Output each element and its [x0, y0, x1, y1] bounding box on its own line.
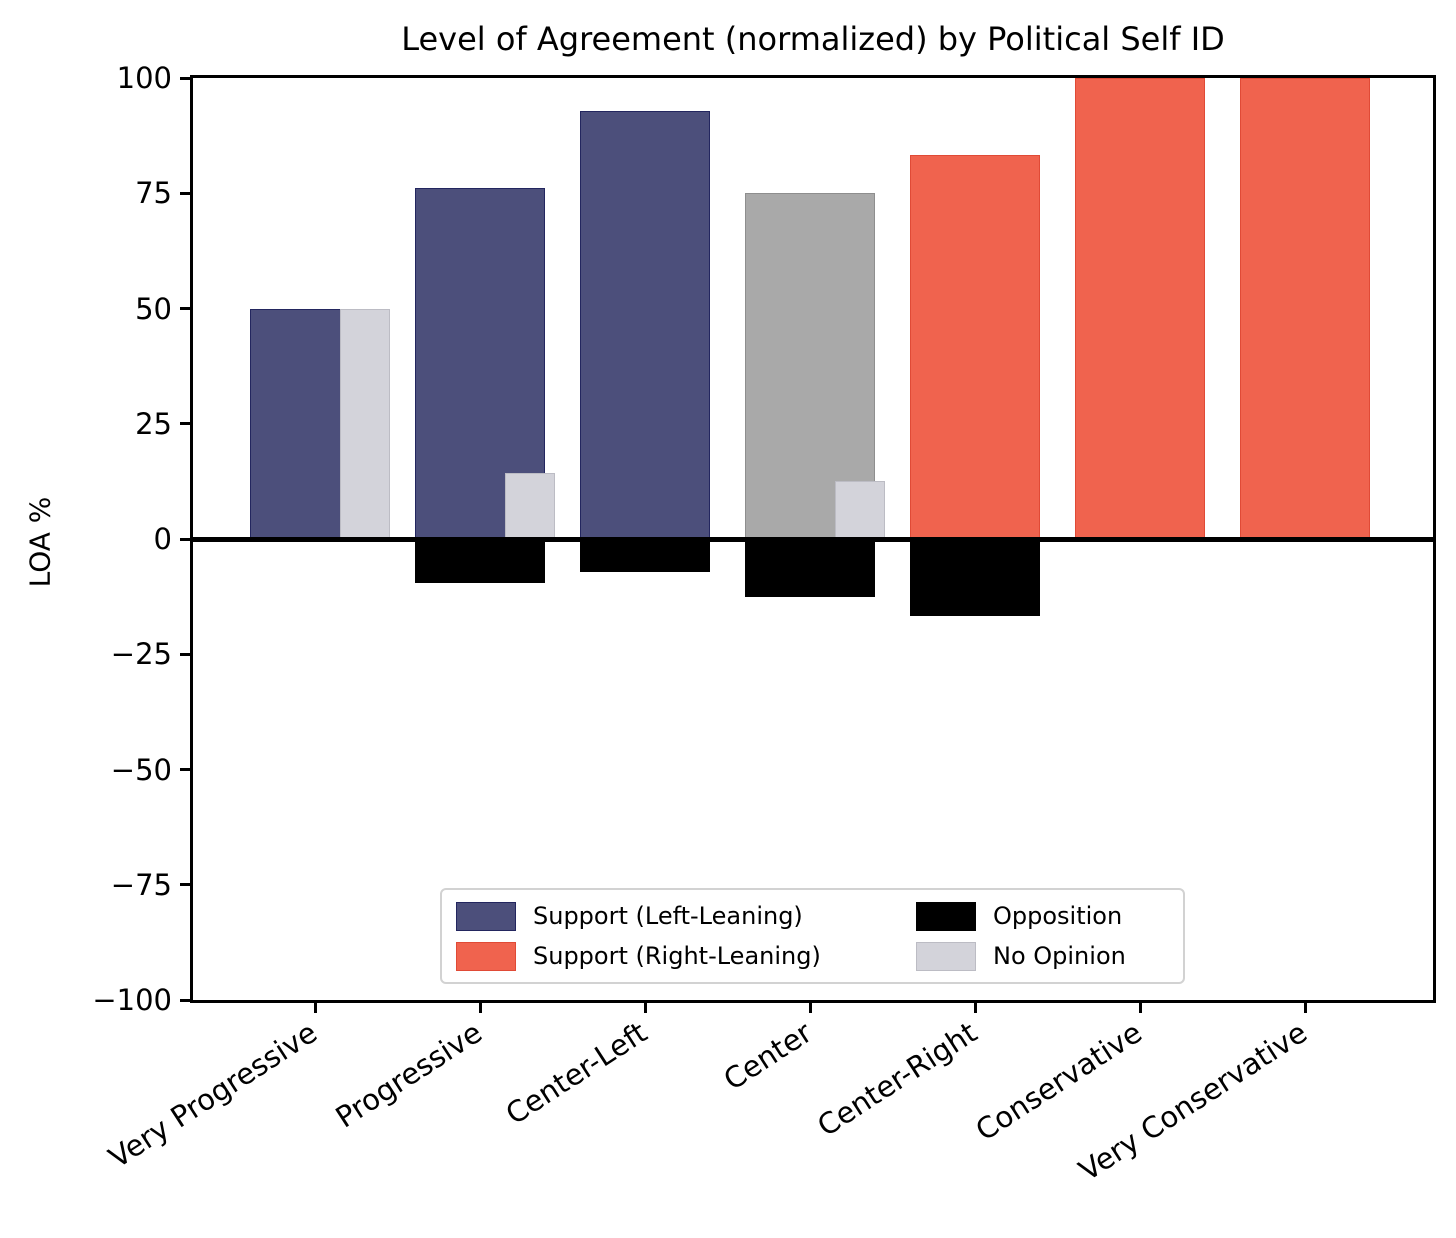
x-tick-label: Very Progressive [102, 1015, 323, 1175]
y-tick-label: −50 [110, 752, 172, 787]
bar-opposition [745, 539, 875, 597]
bar-support [1075, 78, 1205, 539]
x-tick-mark [313, 1000, 317, 1013]
legend-label: Support (Left-Leaning) [533, 902, 803, 930]
y-tick-mark [180, 998, 193, 1002]
y-tick-label: −100 [92, 983, 172, 1017]
bar-opposition [415, 539, 545, 583]
y-tick-label: −25 [110, 637, 172, 672]
bar-opposition [910, 539, 1040, 616]
x-tick-mark [1138, 1000, 1142, 1013]
y-tick-mark [180, 307, 193, 310]
bar-no-opinion [340, 308, 390, 539]
zero-line [193, 536, 1433, 542]
y-tick-mark [180, 883, 193, 887]
x-tick-mark [1303, 1000, 1307, 1013]
y-tick-mark [180, 191, 193, 195]
legend-label: No Opinion [993, 942, 1126, 970]
x-tick-mark [808, 1000, 812, 1013]
bar-no-opinion [835, 481, 885, 539]
x-tick-mark [478, 1000, 482, 1013]
y-tick-mark [180, 652, 193, 656]
legend: Support (Left-Leaning) Support (Right-Lea… [440, 888, 1185, 984]
legend-item: No Opinion [916, 941, 1171, 971]
legend-swatch-left [456, 901, 516, 931]
legend-swatch-opposition [916, 901, 976, 931]
y-tick-mark [180, 537, 193, 541]
y-tick-label: −75 [110, 867, 172, 902]
y-tick-mark [180, 422, 193, 426]
legend-label: Support (Right-Leaning) [533, 942, 821, 970]
y-tick-label: 100 [116, 61, 172, 95]
y-tick-label: 50 [135, 291, 172, 326]
legend-item: Support (Left-Leaning) [456, 901, 916, 931]
y-tick-mark [180, 76, 193, 80]
legend-item: Support (Right-Leaning) [456, 941, 916, 971]
bar-support [580, 110, 710, 539]
bar-support [910, 154, 1040, 539]
bar-no-opinion [505, 473, 555, 539]
legend-swatch-no_opinion [916, 941, 976, 971]
legend-swatch-right [456, 941, 516, 971]
y-tick-label: 25 [135, 406, 172, 441]
x-tick-mark [643, 1000, 647, 1013]
y-tick-label: 0 [153, 522, 172, 556]
y-tick-label: 75 [135, 176, 172, 211]
plot-area: Support (Left-Leaning) Support (Right-Lea… [190, 75, 1436, 1003]
legend-item: Opposition [916, 901, 1171, 931]
bar-support [1240, 78, 1370, 539]
bar-opposition [580, 539, 710, 572]
legend-label: Opposition [993, 902, 1123, 930]
chart-title: Level of Agreement (normalized) by Polit… [401, 20, 1225, 58]
x-tick-mark [973, 1000, 977, 1013]
y-tick-mark [180, 768, 193, 771]
